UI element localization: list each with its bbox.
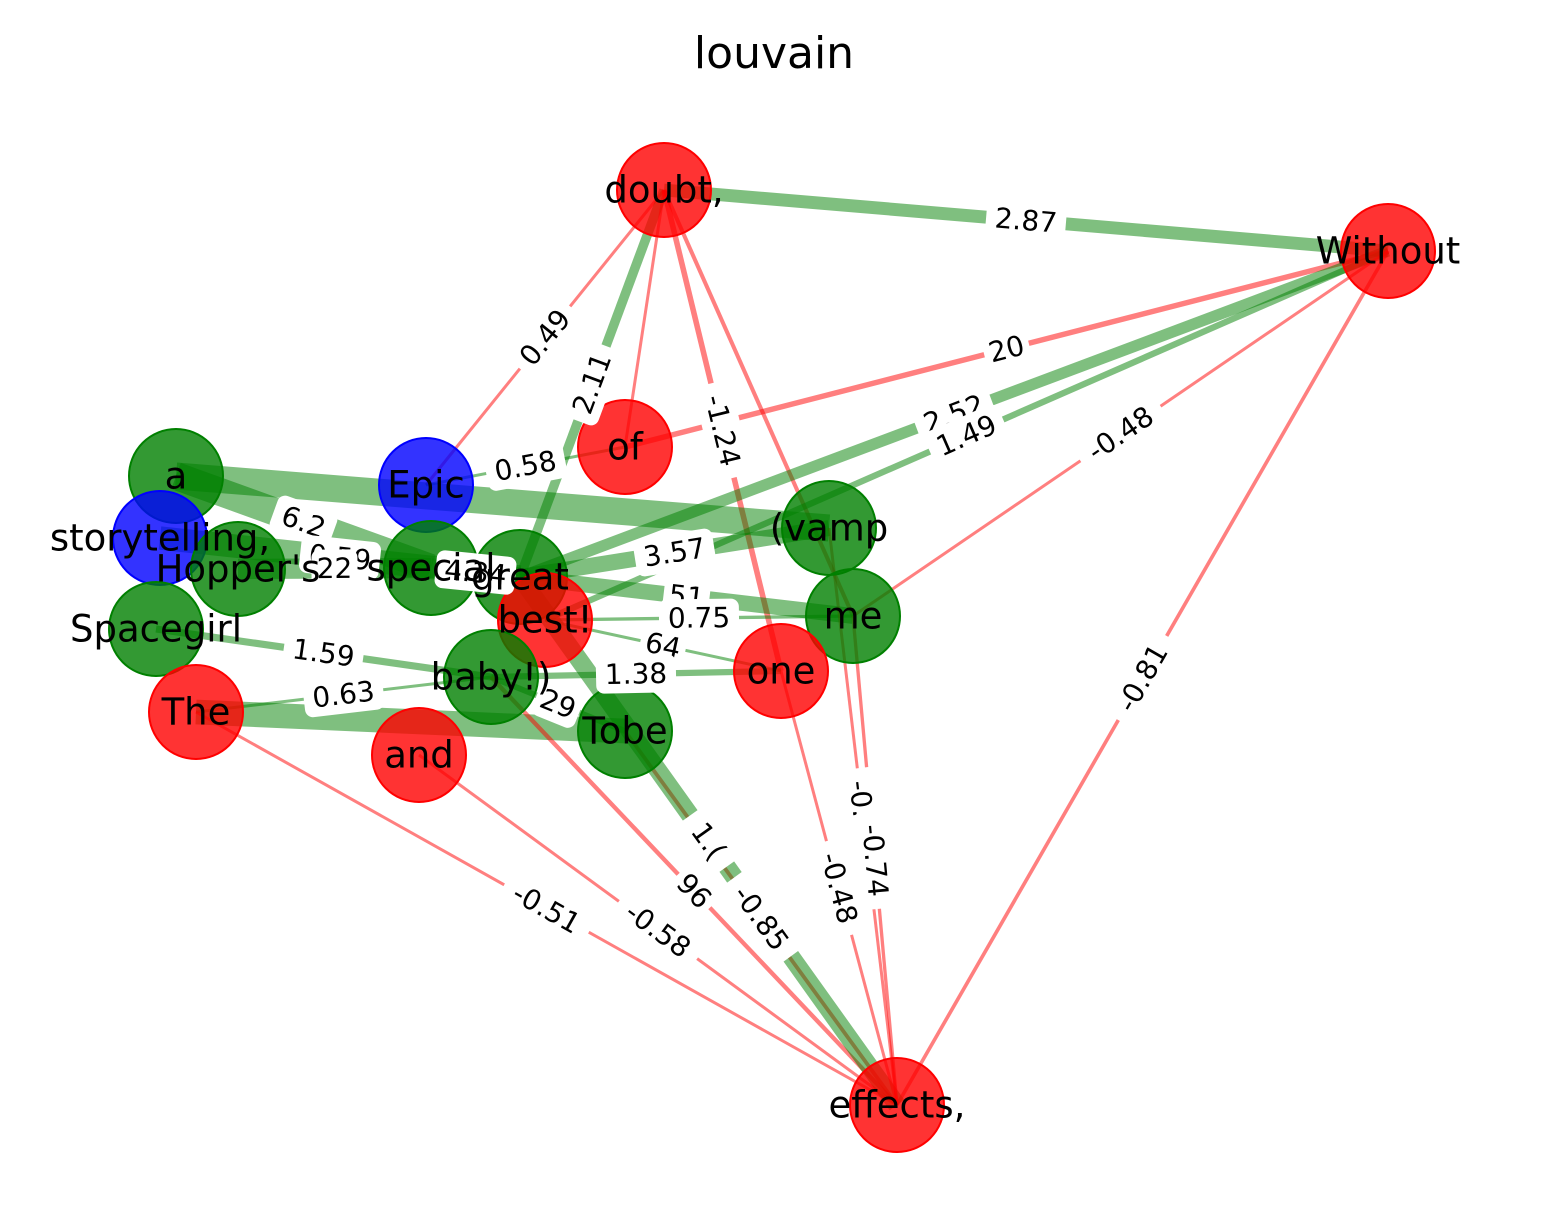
edge-label-text: -0.51: [507, 876, 586, 940]
edge-label-box: [610, 889, 706, 971]
node-label-me: me: [824, 595, 883, 638]
node-label-vamp: (vamp: [770, 507, 889, 550]
node-label-the: The: [161, 691, 231, 734]
edge-label-box: [302, 671, 385, 718]
node-of: [577, 399, 673, 495]
node-label-of: of: [607, 426, 644, 469]
node-label-best: best!: [498, 599, 593, 642]
node-label-spacegirl: Spacegirl: [70, 608, 242, 651]
edge-label-box: [694, 380, 751, 481]
node-label-one: one: [747, 650, 816, 693]
edge-label-box: [311, 549, 358, 588]
edge-label-box: [985, 198, 1067, 243]
edge-label-box: [434, 550, 517, 595]
edge-label-box: [1072, 393, 1169, 474]
edge-label-box: [852, 811, 898, 910]
edge-label-box: [282, 629, 365, 677]
edge-label-baby-one: 1.38: [595, 654, 677, 694]
node-label-without: Without: [1316, 230, 1461, 273]
edge-label-box: [508, 297, 582, 378]
node-label-hoppers: Hopper's: [156, 548, 321, 591]
edge-label-without-of: 20: [981, 326, 1032, 372]
node-one: [733, 623, 829, 719]
edge-label-great-effects: 1.(: [677, 807, 740, 875]
node-baby: [443, 629, 539, 725]
edge-label-spacegirl-baby: 1.59: [282, 629, 365, 677]
edge-label-box: [269, 495, 338, 549]
edge-label-text: 22: [317, 552, 353, 585]
edge-label-the-baby: 0.63: [302, 671, 385, 718]
edge-label-text: 0.75: [668, 601, 731, 635]
node-label-special: special: [366, 547, 495, 590]
edge-label-epic-of: 0.58: [484, 441, 567, 491]
edge-label-hoppers-special: 22: [311, 549, 358, 588]
edge-label-tobe-effects: -0.85: [720, 870, 802, 966]
edge-label-great-vamp: 3.57: [633, 528, 716, 577]
edge-label-text: 4.34: [443, 553, 508, 592]
edge-label-doubt-one: -1.24: [694, 380, 751, 481]
node-label-great: great: [471, 556, 569, 599]
edge-label-box: [484, 441, 567, 491]
edge-label-me-effects: -0.74: [852, 811, 898, 910]
edge-label-box: [1104, 629, 1181, 727]
node-label-doubt: doubt,: [604, 169, 723, 212]
edge-label-box: [912, 384, 996, 444]
node-effects: [849, 1057, 945, 1153]
edge-label-box: [595, 654, 677, 694]
edge-label-text: 2.87: [994, 201, 1059, 239]
node-label-effects: effects,: [829, 1084, 966, 1127]
node-the: [148, 664, 244, 760]
edge-label-box: [667, 864, 721, 918]
node-hoppers: [190, 521, 286, 617]
edge-label-box: [531, 680, 585, 728]
node-label-epic: Epic: [387, 464, 465, 507]
node-label-a: a: [165, 455, 188, 498]
edge-label-text: -0.74: [855, 823, 894, 898]
edge-a-vamp: [174, 462, 831, 542]
edge-label-text: 0.63: [311, 674, 377, 714]
edge-label-box: [562, 341, 622, 426]
edge-label-text: 0.58: [492, 444, 559, 488]
edge-label-box: [720, 870, 802, 966]
edge-label-box: [633, 528, 716, 577]
edge-label-best-me: 0.75: [658, 598, 740, 638]
node-label-storytelling: storytelling,: [50, 517, 270, 560]
graph-title: louvain: [694, 28, 854, 79]
node-label-layer: doubt, Without of a Epic storytelling, (vamp Ho…: [50, 169, 1460, 1127]
edge-label-box: [658, 598, 740, 638]
edge-label-doubt-without: 2.87: [985, 198, 1067, 243]
edge-label-without-me: -0.48: [1072, 393, 1169, 474]
edge-label-text: 1.38: [604, 657, 667, 691]
node-without: [1340, 203, 1436, 299]
node-layer: [108, 142, 1436, 1153]
edge-label-box: [981, 326, 1032, 372]
edge-label-without-effects: -0.81: [1104, 629, 1181, 727]
edge-label-doubt-epic: 0.49: [508, 297, 582, 378]
edge-label-text: -0.48: [1081, 399, 1159, 467]
edge-label-special-great: 4.34: [434, 550, 517, 595]
node-label-baby: baby!): [431, 656, 552, 699]
edge-label-box: [809, 838, 869, 938]
edge-label-box: [677, 807, 740, 875]
edge-label-box: [924, 404, 1009, 467]
node-label-tobe: Tobe: [581, 710, 667, 753]
node-doubt: [616, 142, 712, 238]
node-and: [371, 707, 467, 803]
node-label-and: and: [384, 734, 454, 777]
edge-label-box: [497, 871, 596, 946]
node-me: [805, 568, 901, 664]
node-spacegirl: [108, 581, 204, 677]
edge-label-the-effects: -0.51: [497, 871, 596, 946]
edge-label-text: -0.81: [1110, 638, 1175, 717]
